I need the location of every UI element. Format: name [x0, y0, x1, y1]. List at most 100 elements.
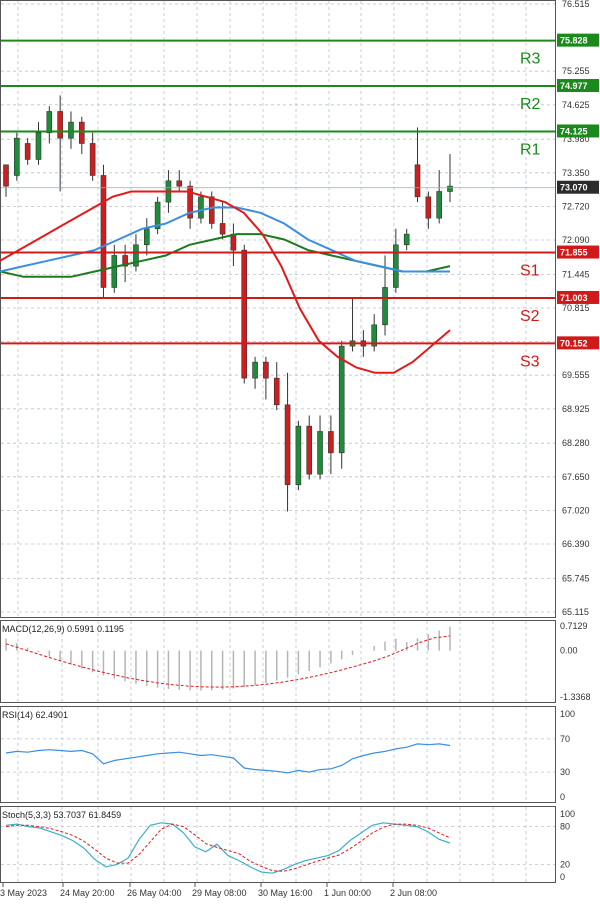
candle-body	[14, 137, 20, 176]
candle-body	[122, 255, 128, 267]
y-tick-label: 68.280	[562, 438, 590, 448]
candle-body	[176, 180, 183, 187]
level-price-box	[557, 124, 599, 138]
level-price-label: 75.828	[560, 36, 588, 46]
level-price-label: 71.855	[560, 248, 588, 258]
level-price-label: 74.977	[560, 81, 588, 91]
level-label-r3: R3	[520, 51, 541, 68]
macd-y-tick-label: 0.00	[560, 646, 578, 656]
candle-body	[208, 196, 215, 224]
candle-body	[100, 175, 107, 288]
level-price-box	[557, 79, 599, 93]
candle-body	[403, 233, 410, 246]
level-price-box	[557, 245, 599, 259]
current-price-label: 73.070	[560, 183, 588, 193]
candle-body	[154, 201, 161, 230]
candle-body	[436, 191, 442, 219]
y-tick-label: 66.390	[562, 539, 590, 549]
candle-body	[187, 185, 193, 219]
candle-body	[24, 143, 31, 160]
candle-body	[328, 431, 334, 454]
y-tick-label: 74.625	[562, 100, 590, 110]
level-label-r2: R2	[520, 96, 541, 113]
y-tick-label: 68.925	[562, 404, 590, 414]
level-price-label: 74.125	[560, 126, 588, 136]
y-tick-label: 72.720	[562, 201, 590, 211]
x-tick-label: 30 May 16:00	[258, 888, 313, 898]
candle-body	[447, 185, 453, 192]
rsi-y-tick-label: 30	[560, 767, 570, 777]
candle-body	[306, 425, 313, 475]
candle-body	[46, 111, 53, 134]
level-price-label: 70.152	[560, 338, 588, 348]
y-tick-label: 65.745	[562, 573, 590, 583]
stoch-y-tick-label: 20	[560, 859, 570, 869]
macd-label: MACD(12,26,9) 0.5991 0.1195	[2, 624, 124, 634]
panel-rsi	[0, 706, 556, 803]
candle-body	[3, 164, 9, 187]
level-label-r1: R1	[520, 141, 541, 158]
candle-body	[317, 431, 323, 475]
rsi-label: RSI(14) 62.4901	[2, 710, 68, 720]
panel-stoch	[0, 806, 556, 883]
candle-body	[382, 287, 388, 326]
candle-body	[230, 233, 237, 251]
rsi-y-tick-label: 100	[560, 709, 575, 719]
rsi-line	[5, 743, 451, 774]
candle-body	[79, 121, 85, 144]
x-tick-label: 24 May 20:00	[60, 888, 115, 898]
sma-fast-line	[0, 190, 451, 374]
x-tick-label: 1 Jun 00:00	[324, 888, 371, 898]
candle-body	[35, 132, 42, 160]
y-tick-label: 73.350	[562, 168, 590, 178]
candle-body	[133, 244, 139, 267]
level-price-box	[557, 336, 599, 350]
sma-mid-line	[0, 206, 450, 273]
current-price-box	[557, 180, 599, 194]
macd-y-tick-label: 0.7129	[560, 621, 588, 631]
candle-body	[371, 324, 377, 347]
candle-body	[143, 228, 150, 246]
y-tick-label: 67.020	[562, 505, 590, 515]
macd-signal-line	[5, 635, 451, 688]
y-tick-label: 67.650	[562, 472, 590, 482]
level-label-s1: S1	[520, 263, 540, 280]
candle-body	[111, 255, 118, 288]
rsi-y-tick-label: 0	[560, 792, 565, 802]
level-label-s3: S3	[520, 353, 540, 370]
candle-body	[425, 196, 432, 219]
candle-body	[89, 143, 96, 176]
candle-body	[393, 244, 399, 288]
stoch-y-tick-label: 80	[560, 822, 570, 832]
candle-body	[295, 425, 302, 486]
stoch-d-line	[5, 823, 451, 872]
x-tick-label: 2 Jun 08:00	[390, 888, 437, 898]
stoch-y-tick-label: 100	[560, 809, 575, 819]
level-price-label: 71.003	[560, 293, 588, 303]
candle-body	[219, 223, 226, 235]
stoch-y-tick-label: 0	[560, 872, 565, 882]
y-tick-label: 69.555	[562, 370, 590, 380]
candle-body	[57, 111, 63, 139]
y-tick-label: 76.515	[562, 0, 590, 9]
y-tick-label: 73.980	[562, 134, 590, 144]
stoch-k-line	[5, 822, 451, 874]
candle-body	[252, 361, 258, 379]
candle-body	[414, 164, 421, 198]
level-price-box	[557, 290, 599, 304]
x-tick-label: 26 May 04:00	[127, 888, 182, 898]
y-tick-label: 75.255	[562, 66, 590, 76]
x-tick-label: 3 May 2023	[0, 888, 47, 898]
candle-body	[284, 404, 291, 486]
level-price-box	[557, 33, 599, 47]
y-tick-label: 70.815	[562, 303, 590, 313]
rsi-y-tick-label: 70	[560, 734, 570, 744]
candle-body	[263, 361, 269, 379]
panel-main	[0, 0, 556, 618]
candle-body	[273, 377, 280, 406]
y-tick-label: 65.115	[562, 607, 589, 617]
candle-body	[338, 345, 345, 454]
x-tick-label: 29 May 08:00	[192, 888, 247, 898]
stoch-label: Stoch(5,3,3) 53.7037 61.8459	[2, 810, 121, 820]
